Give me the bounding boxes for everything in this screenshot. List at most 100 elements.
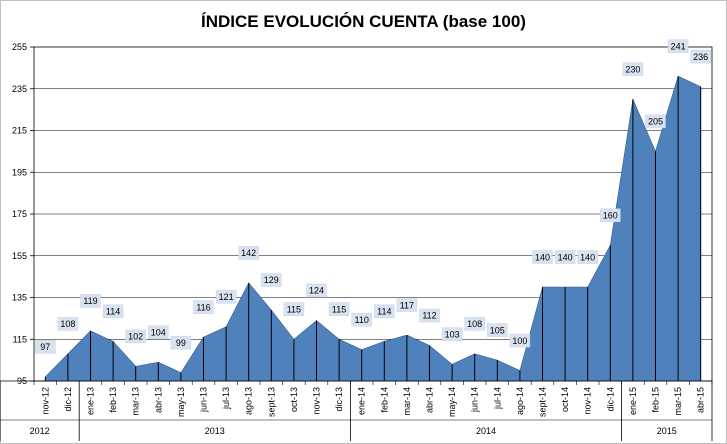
data-label: 140 [532,250,553,264]
data-label-box [374,304,395,319]
data-label: 99 [170,335,192,350]
x-tick-label: abr-13 [153,387,163,413]
data-label-box [419,308,440,323]
data-label-box [306,283,327,298]
data-label: 105 [487,323,508,337]
data-label: 102 [125,329,146,344]
data-label-value: 140 [580,252,595,262]
data-label-box [441,327,463,342]
data-label: 115 [283,302,305,316]
data-label-box [351,312,372,327]
x-tick-label: ago-13 [244,387,254,415]
data-label: 103 [441,327,463,342]
x-tick-label: jul-14 [492,387,502,410]
year-label: 2013 [205,426,225,436]
x-tick-label: sept-13 [266,387,276,417]
data-label-box [396,298,418,312]
data-label: 114 [102,304,124,319]
data-label: 121 [215,289,237,304]
x-tick-label: dic-14 [605,387,615,412]
data-label: 117 [396,298,418,312]
data-label: 236 [690,49,711,64]
x-tick-label: nov-14 [583,387,593,415]
y-tick-label: 215 [12,126,27,136]
data-label-value: 236 [693,52,708,62]
x-tick-label: oct-13 [289,387,299,412]
data-label-box [215,289,237,304]
data-label: 112 [419,308,440,323]
data-label: 119 [80,294,101,308]
data-label-value: 230 [625,64,640,74]
data-label: 97 [35,340,56,354]
y-tick-label: 135 [12,293,27,303]
area-series [45,75,701,382]
data-label-box [35,340,56,354]
data-label: 108 [57,317,79,331]
data-label-box [577,250,598,264]
data-label-value: 104 [151,327,166,337]
data-label-value: 108 [467,319,482,329]
x-tick-label: nov-13 [312,387,322,415]
data-label: 114 [374,304,395,319]
data-label: 100 [509,333,531,348]
x-tick-label: ago-14 [515,387,525,415]
data-label-value: 103 [445,330,460,340]
data-label-value: 241 [671,41,686,51]
x-tick-label: nov-12 [40,387,50,415]
x-tick-label: abr-15 [696,387,706,413]
data-label-value: 112 [422,311,436,321]
data-label-box [57,317,79,331]
data-label: 140 [554,250,576,264]
year-label: 2015 [657,426,677,436]
chart-title: ÍNDICE EVOLUCIÓN CUENTA (base 100) [201,12,526,31]
x-tick-label: abr-14 [425,387,435,413]
data-label-box [532,250,553,264]
y-tick-label: 235 [12,84,27,94]
y-tick-label: 175 [12,209,27,219]
x-tick-label: mar-15 [673,387,683,416]
x-tick-label: oct-14 [560,387,570,412]
x-tick-label: dic-12 [63,387,73,412]
data-label: 160 [600,208,621,223]
data-label-value: 105 [490,325,505,335]
data-label-box [80,294,101,308]
data-label-value: 102 [128,332,143,342]
x-tick-label: feb-13 [108,387,118,413]
data-label-box [690,49,711,64]
y-tick-label: 115 [13,334,27,344]
data-label-value: 140 [558,252,573,262]
x-tick-label: mar-13 [131,387,141,416]
data-label-box [102,304,124,319]
x-tick-label: may-14 [447,387,457,417]
data-label-value: 97 [40,342,50,352]
data-label-box [148,325,169,339]
x-tick-label: dic-13 [334,387,344,412]
x-tick-label: mar-14 [402,387,412,416]
data-label-box [238,246,259,260]
data-label-box [261,273,282,287]
data-label-box [487,323,508,337]
data-label: 230 [622,62,644,76]
data-label: 104 [148,325,169,339]
data-label-value: 114 [106,307,120,317]
x-tick-label: feb-14 [379,387,389,413]
data-label-box [170,335,192,350]
data-label-value: 124 [309,286,324,296]
data-label-value: 100 [512,336,527,346]
data-label-value: 205 [648,117,663,127]
data-label: 241 [667,39,689,53]
data-label-value: 142 [241,248,256,258]
x-tick-label: sept-14 [538,387,548,417]
x-tick-label: jul-13 [221,387,231,410]
y-tick-label: 155 [12,251,27,261]
data-label-box [125,329,146,344]
data-label-value: 119 [83,296,97,306]
data-label-box [464,317,485,331]
data-label-box [667,39,689,53]
data-label-box [600,208,621,223]
data-label: 110 [351,312,372,327]
x-tick-label: jun-14 [470,387,480,413]
x-tick-label: may-13 [176,387,186,417]
x-tick-label: ene-15 [628,387,638,415]
